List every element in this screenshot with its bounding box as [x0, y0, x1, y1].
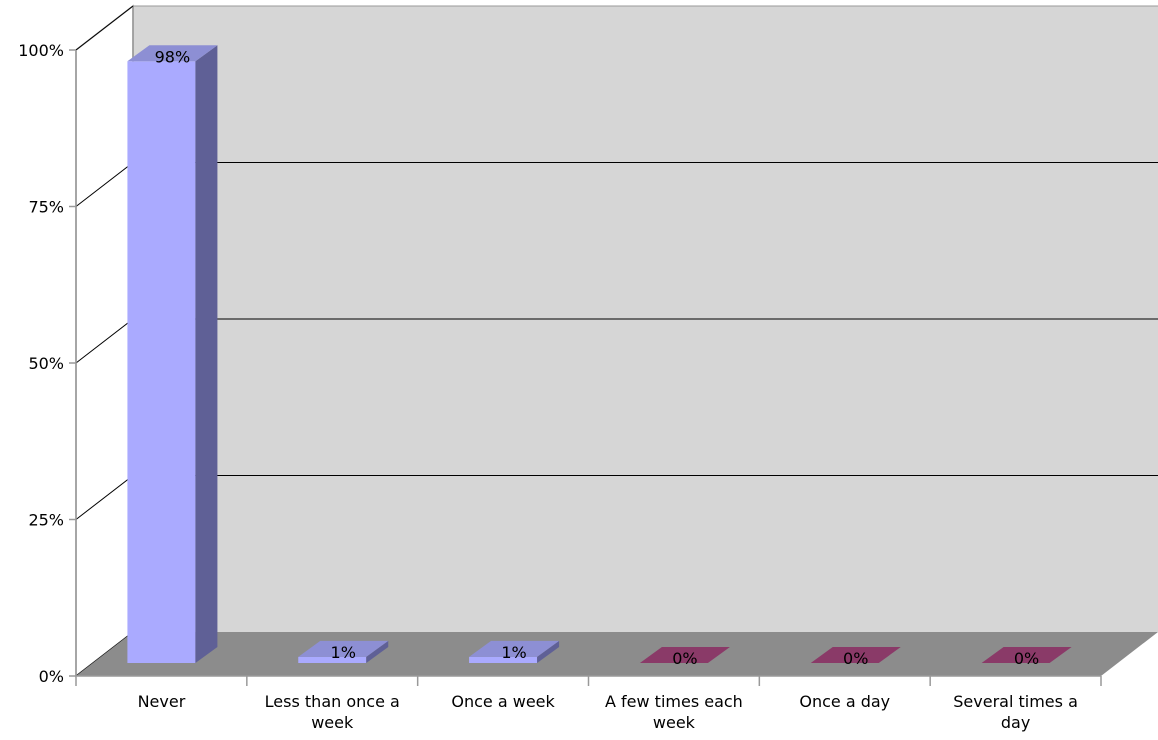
x-tick-label-line: day [1001, 713, 1030, 732]
data-label: 0% [1014, 649, 1039, 668]
bar-top [981, 647, 1072, 663]
bar [127, 45, 218, 663]
data-label: 1% [331, 643, 356, 662]
gridline-side [75, 318, 134, 364]
x-tick-label: Less than once a week [265, 692, 400, 732]
bar-top [469, 640, 560, 657]
bar [810, 647, 901, 663]
gridline-side [75, 5, 134, 51]
data-label: 0% [843, 649, 868, 668]
x-tick-label: Never [138, 692, 186, 711]
bar-front [127, 61, 196, 663]
bar-side [195, 45, 218, 663]
bar [469, 640, 560, 663]
bars [127, 45, 1072, 663]
gridlines [75, 5, 1158, 677]
bar-top [298, 640, 389, 657]
y-tick-label: 100% [18, 41, 64, 60]
bar [639, 647, 730, 663]
x-tick-label-line: week [653, 713, 696, 732]
x-tick-label-line: A few times each [605, 692, 743, 711]
bar-front [469, 656, 538, 663]
bar-front [298, 656, 367, 663]
bar [981, 647, 1072, 663]
y-tick-label: 50% [28, 354, 64, 373]
gridline-side [75, 162, 134, 207]
labels: 0% 25% 50% 75% 100% 98% Never 1% Less than once … [18, 41, 1078, 732]
bar-top [639, 647, 730, 663]
chart-walls [75, 4, 1158, 678]
x-tick-label: A few times each week [605, 692, 743, 732]
y-tick-label: 75% [28, 198, 64, 217]
gridline-side [75, 475, 134, 520]
axes [69, 49, 1102, 686]
data-label: 1% [501, 643, 526, 662]
x-tick-label-line: Once a day [799, 692, 890, 711]
x-tick-label-line: Several times a [953, 692, 1078, 711]
bar-top [810, 647, 901, 663]
x-tick-label: Several times a day [953, 692, 1078, 732]
bar-top [127, 45, 218, 62]
data-label: 0% [672, 649, 697, 668]
y-tick-label: 0% [39, 667, 64, 686]
x-tick-label-line: Never [138, 692, 186, 711]
bar [298, 640, 389, 663]
x-tick-label: Once a day [799, 692, 890, 711]
bar-side [366, 640, 389, 663]
y-tick-label: 25% [28, 511, 64, 530]
x-tick-label-line: Once a week [451, 692, 555, 711]
bar-side [537, 640, 560, 663]
x-tick-label-line: Less than once a [265, 692, 400, 711]
data-label: 98% [155, 47, 191, 66]
x-tick-label-line: week [311, 713, 354, 732]
x-tick-label: Once a week [451, 692, 555, 711]
